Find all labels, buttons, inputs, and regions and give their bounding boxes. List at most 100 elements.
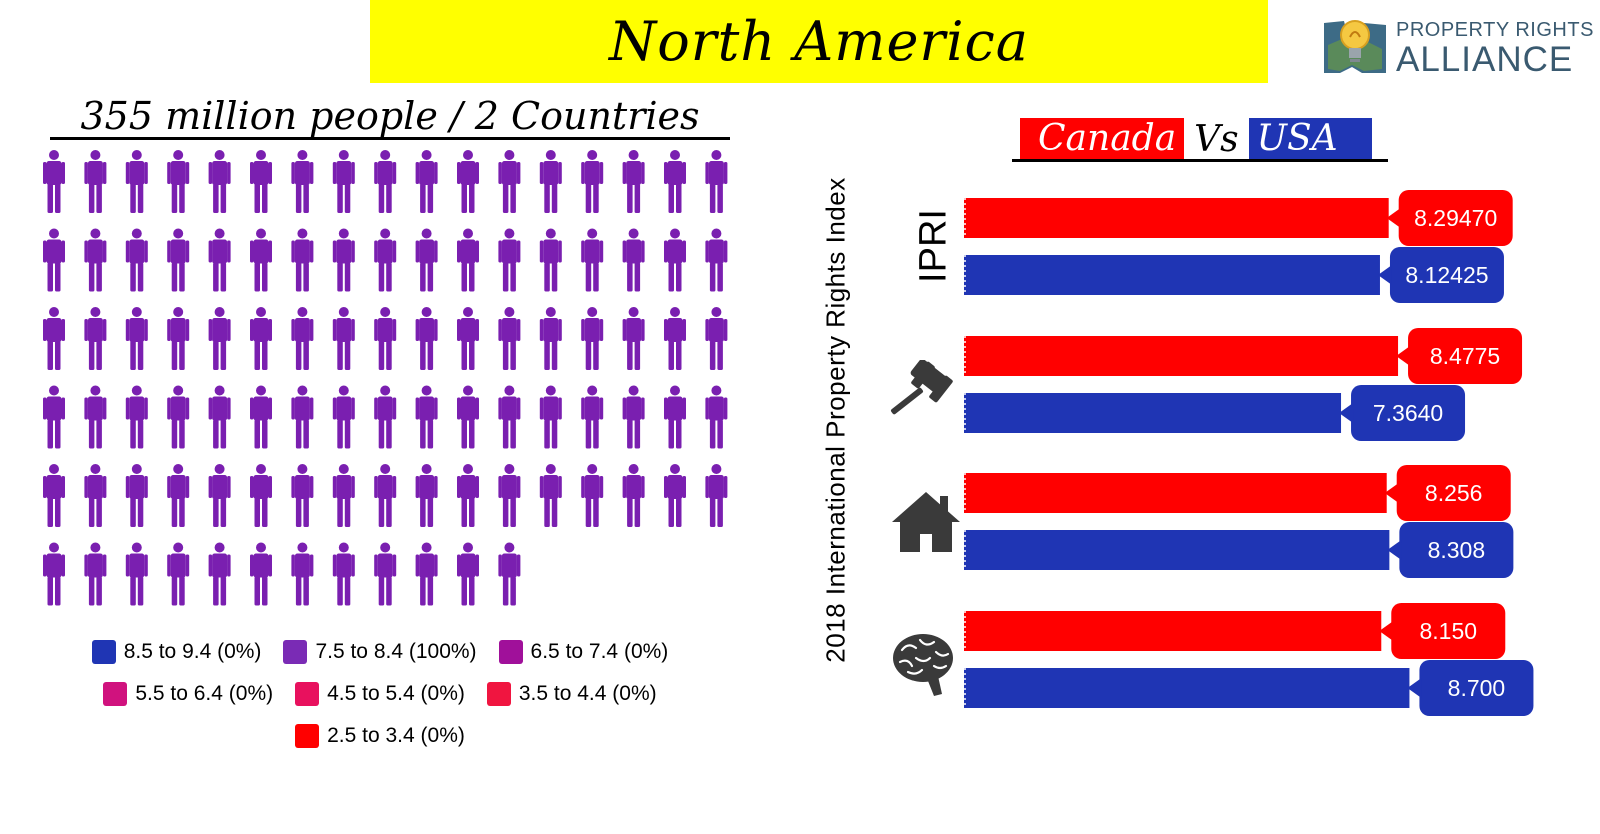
person-icon bbox=[43, 228, 65, 292]
person-icon bbox=[250, 228, 272, 292]
person-icon bbox=[208, 150, 231, 213]
person-icon bbox=[498, 464, 521, 527]
person-icon bbox=[374, 464, 397, 527]
person-icon bbox=[622, 307, 645, 370]
value-label: 8.4775 bbox=[1430, 343, 1500, 369]
legend-item: 3.5 to 4.4 (0%) bbox=[486, 682, 657, 706]
person-icon bbox=[208, 228, 231, 292]
person-icon bbox=[291, 385, 314, 449]
value-callout bbox=[1408, 328, 1523, 384]
person-icon bbox=[374, 385, 397, 449]
legend-item: 4.5 to 5.4 (0%) bbox=[295, 682, 465, 706]
person-icon bbox=[498, 542, 521, 606]
person-icon bbox=[622, 150, 645, 213]
person-icon bbox=[705, 307, 728, 370]
value-callout-pointer bbox=[1339, 403, 1354, 423]
person-icon bbox=[457, 307, 479, 370]
value-callout-pointer bbox=[1407, 678, 1422, 698]
person-icon bbox=[167, 385, 190, 449]
person-icon bbox=[208, 464, 231, 527]
person-icon bbox=[581, 307, 604, 370]
legend-item: 6.5 to 7.4 (0%) bbox=[498, 640, 668, 664]
comparison-header: Canada Vs USA bbox=[1020, 118, 1372, 160]
legend-row: 8.5 to 9.4 (0%) 7.5 to 8.4 (100%) 6.5 to… bbox=[0, 640, 760, 664]
value-callout bbox=[1398, 190, 1513, 246]
value-label: 8.256 bbox=[1425, 480, 1483, 506]
legend-label: 2.5 to 3.4 (0%) bbox=[327, 724, 465, 747]
person-icon bbox=[457, 228, 479, 292]
country-a-label: Canada bbox=[1020, 118, 1185, 160]
population-title: 355 million people / 2 Countries bbox=[80, 94, 700, 138]
value-callout bbox=[1396, 465, 1511, 521]
person-icon bbox=[415, 307, 438, 370]
person-icon bbox=[705, 150, 728, 213]
person-icon bbox=[43, 464, 65, 527]
person-icon bbox=[208, 307, 231, 370]
legend-item: 8.5 to 9.4 (0%) bbox=[91, 640, 262, 664]
person-icon bbox=[415, 150, 438, 213]
person-icon bbox=[498, 228, 521, 292]
legend-label: 8.5 to 9.4 (0%) bbox=[123, 640, 262, 663]
lightbulb-map-icon bbox=[1324, 20, 1386, 73]
person-icon bbox=[84, 150, 107, 213]
person-icon bbox=[539, 307, 562, 370]
bar-usa bbox=[964, 255, 1380, 295]
person-icon bbox=[167, 464, 190, 527]
person-icon bbox=[291, 542, 314, 606]
title-banner: North America bbox=[370, 0, 1268, 83]
person-icon bbox=[250, 542, 272, 606]
person-icon bbox=[374, 150, 397, 213]
person-icon bbox=[581, 385, 604, 449]
logo-text-line2: ALLIANCE bbox=[1396, 40, 1574, 79]
value-label: 8.308 bbox=[1428, 537, 1486, 563]
value-label: 8.150 bbox=[1419, 618, 1477, 644]
legend-swatch bbox=[498, 640, 523, 664]
bar-usa bbox=[964, 393, 1342, 433]
person-icon bbox=[581, 464, 604, 527]
person-icon bbox=[705, 228, 728, 292]
value-callout-pointer bbox=[1379, 621, 1394, 641]
person-icon bbox=[125, 464, 148, 527]
person-icon bbox=[664, 385, 686, 449]
gavel-icon bbox=[890, 360, 953, 415]
person-icon bbox=[167, 307, 190, 370]
legend-row: 5.5 to 6.4 (0%) 4.5 to 5.4 (0%) 3.5 to 4… bbox=[0, 682, 760, 706]
person-icon bbox=[539, 228, 562, 292]
person-icon bbox=[167, 150, 190, 213]
person-icon bbox=[84, 385, 107, 449]
person-icon bbox=[291, 307, 314, 370]
bar-canada bbox=[964, 611, 1382, 651]
population-title-underline bbox=[50, 137, 730, 140]
person-icon bbox=[415, 464, 438, 527]
person-icon bbox=[250, 150, 272, 213]
value-callout-pointer bbox=[1396, 346, 1411, 366]
person-icon bbox=[415, 228, 438, 292]
person-icon bbox=[250, 307, 272, 370]
person-icon bbox=[664, 307, 686, 370]
person-icon bbox=[539, 464, 562, 527]
person-icon bbox=[291, 150, 314, 213]
person-icon bbox=[167, 228, 190, 292]
person-icon bbox=[457, 464, 479, 527]
bar-usa bbox=[964, 668, 1410, 708]
value-callout-pointer bbox=[1387, 540, 1402, 560]
person-icon bbox=[208, 385, 231, 449]
value-callout bbox=[1351, 385, 1466, 441]
person-icon bbox=[43, 542, 65, 606]
value-callout bbox=[1389, 247, 1504, 303]
person-icon bbox=[125, 307, 148, 370]
value-callout bbox=[1391, 603, 1506, 659]
legend-swatch bbox=[91, 640, 116, 664]
person-icon bbox=[291, 228, 314, 292]
person-icon bbox=[622, 464, 645, 527]
person-icon bbox=[125, 228, 148, 292]
person-icon bbox=[208, 542, 231, 606]
person-icon bbox=[332, 228, 355, 292]
bar-usa bbox=[964, 530, 1390, 570]
person-icon bbox=[84, 542, 107, 606]
house-icon bbox=[892, 492, 960, 552]
person-icon bbox=[374, 228, 397, 292]
person-icon bbox=[43, 307, 65, 370]
person-icon bbox=[332, 385, 355, 449]
